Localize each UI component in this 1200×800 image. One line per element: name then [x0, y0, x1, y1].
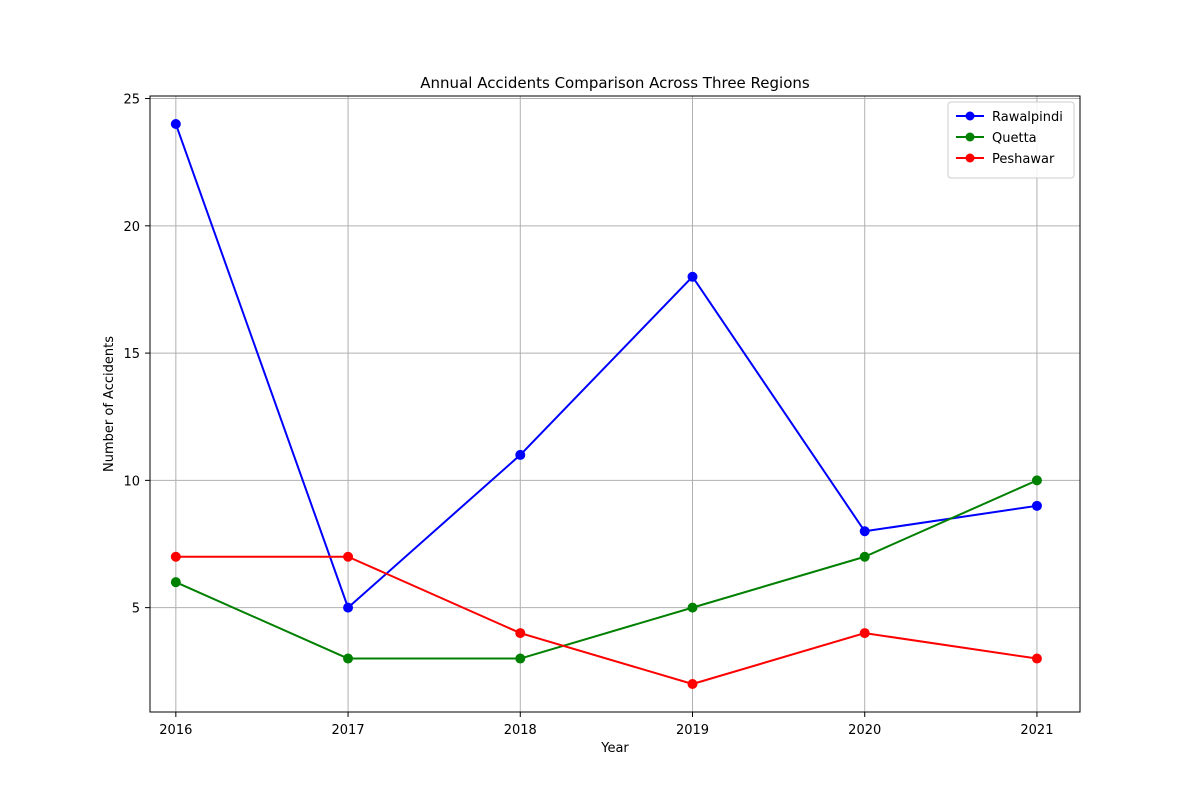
grid-layer	[150, 96, 1080, 712]
series-rawalpindi	[170, 119, 1042, 613]
x-tick-label: 2016	[159, 723, 192, 738]
x-tick-label: 2017	[332, 723, 365, 738]
y-axis-label: Number of Accidents	[102, 336, 117, 472]
legend-swatch-marker	[965, 111, 975, 121]
chart-title: Annual Accidents Comparison Across Three…	[420, 74, 810, 92]
series-layer	[170, 119, 1042, 689]
data-point-peshawar	[859, 628, 870, 639]
data-point-quetta	[687, 602, 698, 613]
legend-label: Rawalpindi	[992, 110, 1063, 125]
plot-frame	[149, 95, 1081, 713]
legend-item-peshawar: Peshawar	[956, 152, 1055, 167]
data-point-peshawar	[343, 551, 354, 562]
data-point-rawalpindi	[687, 271, 698, 282]
series-line-quetta	[175, 479, 1038, 660]
y-tick-label: 25	[123, 93, 140, 108]
data-point-rawalpindi	[1031, 500, 1042, 511]
data-point-quetta	[343, 653, 354, 664]
data-point-quetta	[1031, 475, 1042, 486]
legend-item-quetta: Quetta	[956, 131, 1037, 146]
data-point-rawalpindi	[859, 526, 870, 537]
data-point-peshawar	[1031, 653, 1042, 664]
legend-swatch-marker	[965, 132, 975, 142]
x-tick-label: 2020	[848, 723, 881, 738]
legend-item-rawalpindi: Rawalpindi	[956, 110, 1063, 125]
data-point-quetta	[515, 653, 526, 664]
series-line-peshawar	[175, 555, 1038, 685]
data-point-rawalpindi	[170, 119, 181, 129]
legend: Rawalpindi Quetta Peshawar	[947, 101, 1075, 179]
series-quetta	[170, 475, 1042, 664]
tick-layer: 2016 2017 2018 2019 2020 2021 5 10 15 20 25	[123, 93, 1053, 738]
y-tick-label: 10	[123, 474, 140, 489]
legend-swatch-marker	[965, 153, 975, 163]
legend-label: Quetta	[992, 131, 1037, 146]
y-tick-label: 15	[123, 347, 140, 362]
x-tick-label: 2018	[504, 723, 537, 738]
series-line-rawalpindi	[174, 123, 1038, 609]
x-tick-label: 2019	[676, 723, 709, 738]
legend-label: Peshawar	[992, 152, 1055, 167]
y-tick-label: 5	[132, 602, 140, 617]
y-tick-label: 20	[123, 220, 140, 235]
data-point-peshawar	[515, 628, 526, 639]
x-axis-label: Year	[600, 741, 629, 756]
data-point-peshawar	[687, 679, 698, 689]
x-tick-label: 2021	[1020, 723, 1053, 738]
series-peshawar	[170, 551, 1042, 689]
data-point-rawalpindi	[343, 602, 354, 613]
data-point-quetta	[859, 551, 870, 562]
data-point-rawalpindi	[515, 449, 526, 460]
data-point-quetta	[170, 577, 181, 588]
data-point-peshawar	[170, 551, 181, 562]
